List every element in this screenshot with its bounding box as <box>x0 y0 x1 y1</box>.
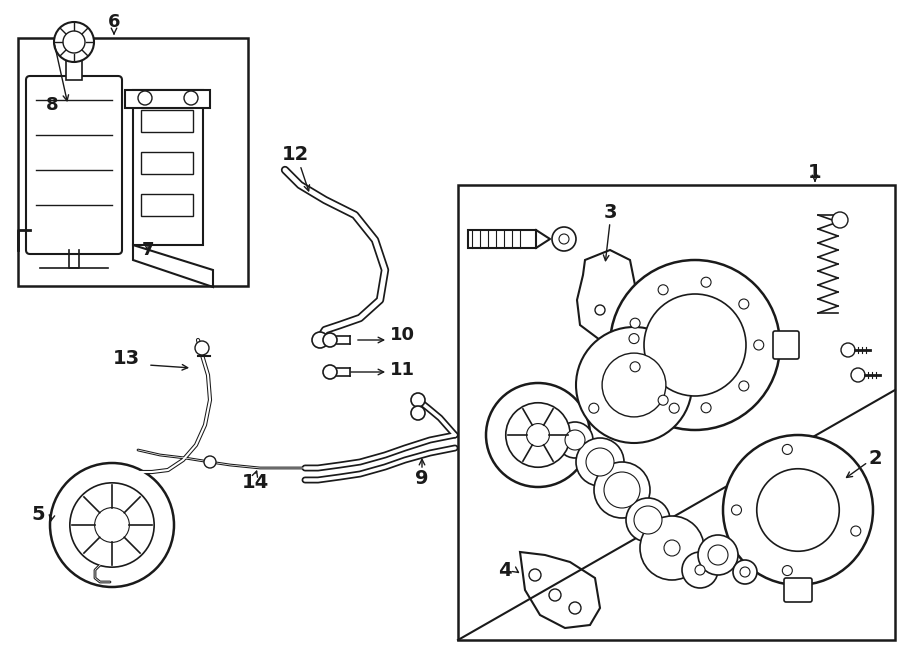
Text: 9: 9 <box>415 469 428 488</box>
Text: 7: 7 <box>142 241 154 259</box>
Text: 1: 1 <box>808 163 822 182</box>
Text: 5: 5 <box>32 506 45 524</box>
Text: 14: 14 <box>241 473 268 492</box>
Circle shape <box>195 341 209 355</box>
Circle shape <box>312 332 328 348</box>
Circle shape <box>610 260 780 430</box>
Text: 12: 12 <box>282 145 309 165</box>
Circle shape <box>63 31 85 53</box>
Circle shape <box>695 565 705 575</box>
Circle shape <box>589 403 598 413</box>
Circle shape <box>557 422 593 458</box>
Circle shape <box>569 602 581 614</box>
Circle shape <box>54 22 94 62</box>
Bar <box>125 90 210 108</box>
Circle shape <box>682 552 718 588</box>
Circle shape <box>723 435 873 585</box>
Circle shape <box>184 91 198 105</box>
Circle shape <box>204 456 216 468</box>
Text: 2: 2 <box>868 449 882 467</box>
Circle shape <box>549 589 561 601</box>
Text: 3: 3 <box>603 202 616 221</box>
Circle shape <box>70 483 154 567</box>
Circle shape <box>732 505 742 515</box>
Circle shape <box>782 444 792 454</box>
Text: 6: 6 <box>108 13 121 31</box>
Circle shape <box>841 343 855 357</box>
Circle shape <box>94 508 130 543</box>
Circle shape <box>630 362 640 371</box>
Circle shape <box>644 294 746 396</box>
FancyBboxPatch shape <box>784 578 812 602</box>
Circle shape <box>664 540 680 556</box>
Bar <box>468 230 536 248</box>
Circle shape <box>754 340 764 350</box>
Circle shape <box>733 560 757 584</box>
Circle shape <box>323 333 337 347</box>
Circle shape <box>138 91 152 105</box>
Circle shape <box>411 393 425 407</box>
Circle shape <box>576 438 624 486</box>
Circle shape <box>701 277 711 288</box>
Circle shape <box>739 381 749 391</box>
Circle shape <box>506 403 571 467</box>
Circle shape <box>640 516 704 580</box>
Circle shape <box>629 334 639 344</box>
Bar <box>458 185 895 640</box>
Circle shape <box>565 430 585 450</box>
Circle shape <box>708 545 728 565</box>
Circle shape <box>740 567 750 577</box>
Circle shape <box>701 403 711 412</box>
Circle shape <box>559 234 569 244</box>
Circle shape <box>626 498 670 542</box>
Bar <box>141 110 193 132</box>
Circle shape <box>634 506 662 534</box>
Circle shape <box>630 318 640 329</box>
Text: 10: 10 <box>390 326 415 344</box>
Circle shape <box>851 368 865 382</box>
FancyBboxPatch shape <box>773 331 799 359</box>
Circle shape <box>323 365 337 379</box>
Bar <box>141 194 193 216</box>
Text: 4: 4 <box>499 561 512 580</box>
Circle shape <box>782 566 792 576</box>
Circle shape <box>604 472 640 508</box>
Circle shape <box>850 526 860 536</box>
Circle shape <box>698 535 738 575</box>
Circle shape <box>594 462 650 518</box>
Text: 13: 13 <box>112 348 140 368</box>
Circle shape <box>50 463 174 587</box>
Text: 8: 8 <box>46 96 58 114</box>
Circle shape <box>658 285 668 295</box>
FancyBboxPatch shape <box>26 76 122 254</box>
Circle shape <box>595 305 605 315</box>
Circle shape <box>486 383 590 487</box>
Circle shape <box>602 353 666 417</box>
Circle shape <box>757 469 839 551</box>
Circle shape <box>832 212 848 228</box>
Circle shape <box>411 406 425 420</box>
Circle shape <box>526 424 549 446</box>
Circle shape <box>586 448 614 476</box>
Bar <box>18 38 248 286</box>
Text: 11: 11 <box>390 361 415 379</box>
Circle shape <box>576 327 692 443</box>
Bar <box>141 152 193 174</box>
Circle shape <box>670 403 680 413</box>
Circle shape <box>658 395 668 405</box>
Bar <box>66 52 82 80</box>
Circle shape <box>552 227 576 251</box>
Circle shape <box>739 299 749 309</box>
Bar <box>133 90 203 245</box>
Circle shape <box>529 569 541 581</box>
